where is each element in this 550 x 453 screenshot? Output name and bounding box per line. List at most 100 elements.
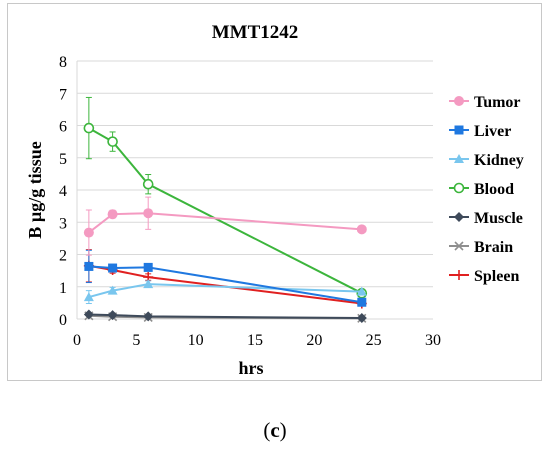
legend-label: Brain bbox=[474, 239, 513, 256]
legend-item-spleen: Spleen bbox=[449, 268, 519, 285]
series-line bbox=[88, 313, 362, 320]
point-marker bbox=[83, 292, 94, 302]
data-point bbox=[84, 261, 94, 271]
y-axis-title: B µg/g tissue bbox=[25, 141, 45, 238]
data-point bbox=[143, 311, 154, 322]
point-marker bbox=[454, 212, 464, 222]
point-marker bbox=[453, 182, 465, 194]
data-point bbox=[107, 285, 118, 295]
series-line bbox=[88, 265, 362, 304]
data-point bbox=[454, 270, 464, 280]
point-marker bbox=[83, 122, 95, 134]
series-line bbox=[88, 127, 363, 295]
data-point bbox=[107, 209, 118, 220]
data-point bbox=[356, 313, 367, 324]
series-line bbox=[88, 212, 362, 234]
point-marker bbox=[357, 297, 367, 307]
x-tick-label: 5 bbox=[132, 332, 140, 349]
data-point bbox=[83, 309, 94, 320]
data-point bbox=[83, 122, 95, 134]
x-tick-label: 25 bbox=[366, 332, 382, 349]
point-marker bbox=[454, 241, 464, 251]
y-tick-label: 6 bbox=[59, 119, 67, 136]
legend-label: Spleen bbox=[474, 268, 519, 285]
y-tick-label: 4 bbox=[59, 183, 67, 200]
x-axis-title: hrs bbox=[238, 358, 263, 378]
legend-label: Tumor bbox=[474, 94, 521, 111]
point-marker bbox=[107, 310, 118, 321]
data-point bbox=[108, 263, 118, 273]
data-point bbox=[454, 125, 464, 135]
y-tick-label: 5 bbox=[59, 151, 67, 168]
data-point bbox=[143, 208, 154, 219]
x-tick-label: 20 bbox=[306, 332, 322, 349]
point-marker bbox=[356, 286, 367, 296]
data-point bbox=[83, 227, 94, 238]
y-tick-label: 1 bbox=[59, 280, 67, 297]
point-marker bbox=[83, 309, 94, 320]
data-point bbox=[356, 286, 367, 296]
figure-caption: (c) bbox=[0, 418, 550, 443]
point-marker bbox=[142, 178, 154, 190]
point-marker bbox=[454, 125, 464, 135]
legend-item-tumor: Tumor bbox=[449, 94, 521, 111]
data-point bbox=[142, 178, 154, 190]
point-marker bbox=[454, 154, 464, 163]
legend-item-brain: Brain bbox=[449, 239, 513, 256]
data-point bbox=[356, 224, 367, 235]
legend-item-kidney: Kidney bbox=[449, 152, 524, 169]
legend-label: Kidney bbox=[474, 152, 524, 169]
data-point bbox=[143, 262, 153, 272]
data-point bbox=[454, 96, 464, 106]
legend-label: Blood bbox=[474, 181, 514, 198]
point-marker bbox=[143, 279, 154, 289]
series-liver bbox=[84, 249, 367, 307]
y-tick-label: 0 bbox=[59, 312, 67, 329]
data-point bbox=[83, 292, 94, 302]
x-tick-label: 10 bbox=[188, 332, 204, 349]
legend-label: Liver bbox=[474, 123, 511, 140]
data-point bbox=[357, 297, 367, 307]
point-marker bbox=[356, 313, 367, 324]
x-tick-label: 0 bbox=[73, 332, 81, 349]
line-chart: MMT1242 0 1 2 3 4 5 6 7 8 0 5 10 15 20 25 30 hrs B µg/g ti… bbox=[25, 22, 524, 378]
caption-open: ( bbox=[263, 418, 271, 442]
point-marker bbox=[356, 224, 367, 235]
data-point bbox=[454, 154, 464, 163]
series-muscle bbox=[83, 309, 367, 324]
y-tick-label: 7 bbox=[59, 86, 67, 103]
data-point bbox=[454, 212, 464, 222]
point-marker bbox=[143, 208, 154, 219]
point-marker bbox=[454, 96, 464, 106]
legend-item-liver: Liver bbox=[449, 123, 511, 140]
point-marker bbox=[107, 136, 118, 147]
point-marker bbox=[107, 209, 118, 220]
series-kidney bbox=[83, 279, 367, 305]
data-point bbox=[453, 182, 465, 194]
point-marker bbox=[84, 261, 94, 271]
series-line bbox=[88, 283, 362, 299]
x-tick-label: 15 bbox=[247, 332, 263, 349]
point-marker bbox=[107, 285, 118, 295]
caption-letter: c bbox=[270, 418, 280, 442]
point-marker bbox=[108, 263, 118, 273]
series-blood bbox=[83, 96, 368, 299]
legend-item-muscle: Muscle bbox=[449, 210, 523, 227]
caption-close: ) bbox=[279, 418, 287, 442]
y-tick-label: 2 bbox=[59, 248, 67, 265]
data-point bbox=[143, 279, 154, 289]
point-marker bbox=[143, 262, 153, 272]
y-tick-label: 8 bbox=[59, 54, 67, 71]
series-tumor bbox=[83, 196, 367, 256]
point-marker bbox=[143, 311, 154, 322]
y-tick-label: 3 bbox=[59, 215, 67, 232]
chart-frame: MMT1242 0 1 2 3 4 5 6 7 8 0 5 10 15 20 25 30 hrs B µg/g ti… bbox=[7, 3, 542, 381]
data-point bbox=[107, 136, 118, 147]
legend-label: Muscle bbox=[474, 210, 523, 227]
x-tick-label: 30 bbox=[425, 332, 441, 349]
legend-item-blood: Blood bbox=[449, 181, 514, 198]
point-marker bbox=[83, 227, 94, 238]
data-point bbox=[454, 241, 464, 251]
data-point bbox=[107, 310, 118, 321]
chart-title: MMT1242 bbox=[212, 22, 299, 43]
